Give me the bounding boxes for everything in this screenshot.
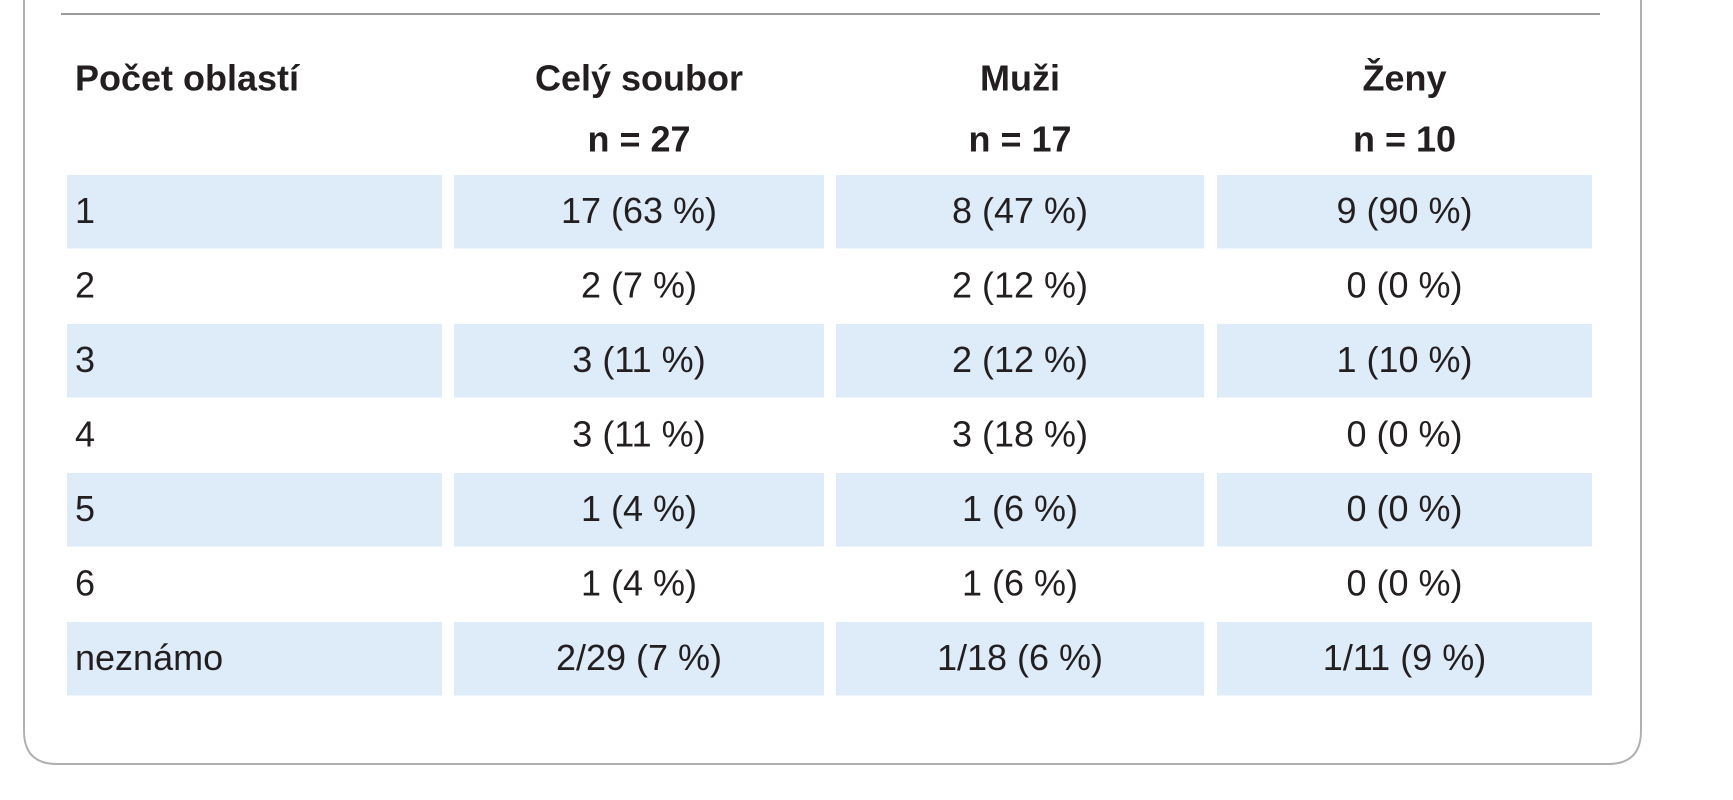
cell: 2 (7 %): [581, 264, 697, 305]
cell: neznámo: [75, 637, 223, 678]
cell: 1 (4 %): [581, 488, 697, 529]
cell: 1 (6 %): [962, 488, 1078, 529]
header-cell: n = 17: [968, 119, 1071, 160]
cell: 1/11 (9 %): [1323, 637, 1486, 678]
cell-shade: [454, 175, 824, 249]
header-cell: n = 10: [1353, 119, 1456, 160]
cell-shade: [1217, 622, 1592, 696]
cell: 8 (47 %): [952, 190, 1088, 231]
cell: 1: [75, 190, 95, 231]
cell: 9 (90 %): [1336, 190, 1472, 231]
cell: 1 (6 %): [962, 562, 1078, 603]
cell: 2 (12 %): [952, 339, 1088, 380]
cell-shade: [1217, 324, 1592, 398]
cell-shade: [836, 175, 1204, 249]
cell-shade: [454, 324, 824, 398]
cell: 2 (12 %): [952, 264, 1088, 305]
cell: 0 (0 %): [1346, 488, 1462, 529]
cell: 2/29 (7 %): [556, 637, 722, 678]
cell: 3 (18 %): [952, 413, 1088, 454]
cell: 17 (63 %): [561, 190, 717, 231]
frame: [23, 0, 1642, 765]
cell-shade: [67, 473, 442, 547]
cell-shade: [454, 473, 824, 547]
header-cell: Ženy: [1362, 57, 1446, 99]
cell: 0 (0 %): [1346, 264, 1462, 305]
cell: 0 (0 %): [1346, 562, 1462, 603]
header-cell: Muži: [980, 58, 1060, 99]
cell-shade: [836, 622, 1204, 696]
cell: 1 (10 %): [1336, 339, 1472, 380]
cell-shade: [67, 622, 442, 696]
cell: 1/18 (6 %): [937, 637, 1103, 678]
cell: 3 (11 %): [572, 413, 705, 454]
cell: 0 (0 %): [1346, 413, 1462, 454]
cell-shade: [836, 324, 1204, 398]
cell-shade: [454, 622, 824, 696]
cell: 5: [75, 488, 95, 529]
cell: 2: [75, 264, 95, 305]
cell: 1 (4 %): [581, 562, 697, 603]
cell-shade: [836, 473, 1204, 547]
cell-shade: [67, 175, 442, 249]
header-cell: n = 27: [587, 119, 690, 160]
header-cell: Celý soubor: [535, 58, 743, 99]
cell: 3: [75, 339, 95, 380]
cell-shade: [1217, 473, 1592, 547]
cell: 3 (11 %): [572, 339, 705, 380]
cell-shade: [67, 324, 442, 398]
cell: 6: [75, 562, 95, 603]
cell-shade: [1217, 175, 1592, 249]
header-cell: Počet oblastí: [75, 58, 300, 99]
cell: 4: [75, 413, 95, 454]
